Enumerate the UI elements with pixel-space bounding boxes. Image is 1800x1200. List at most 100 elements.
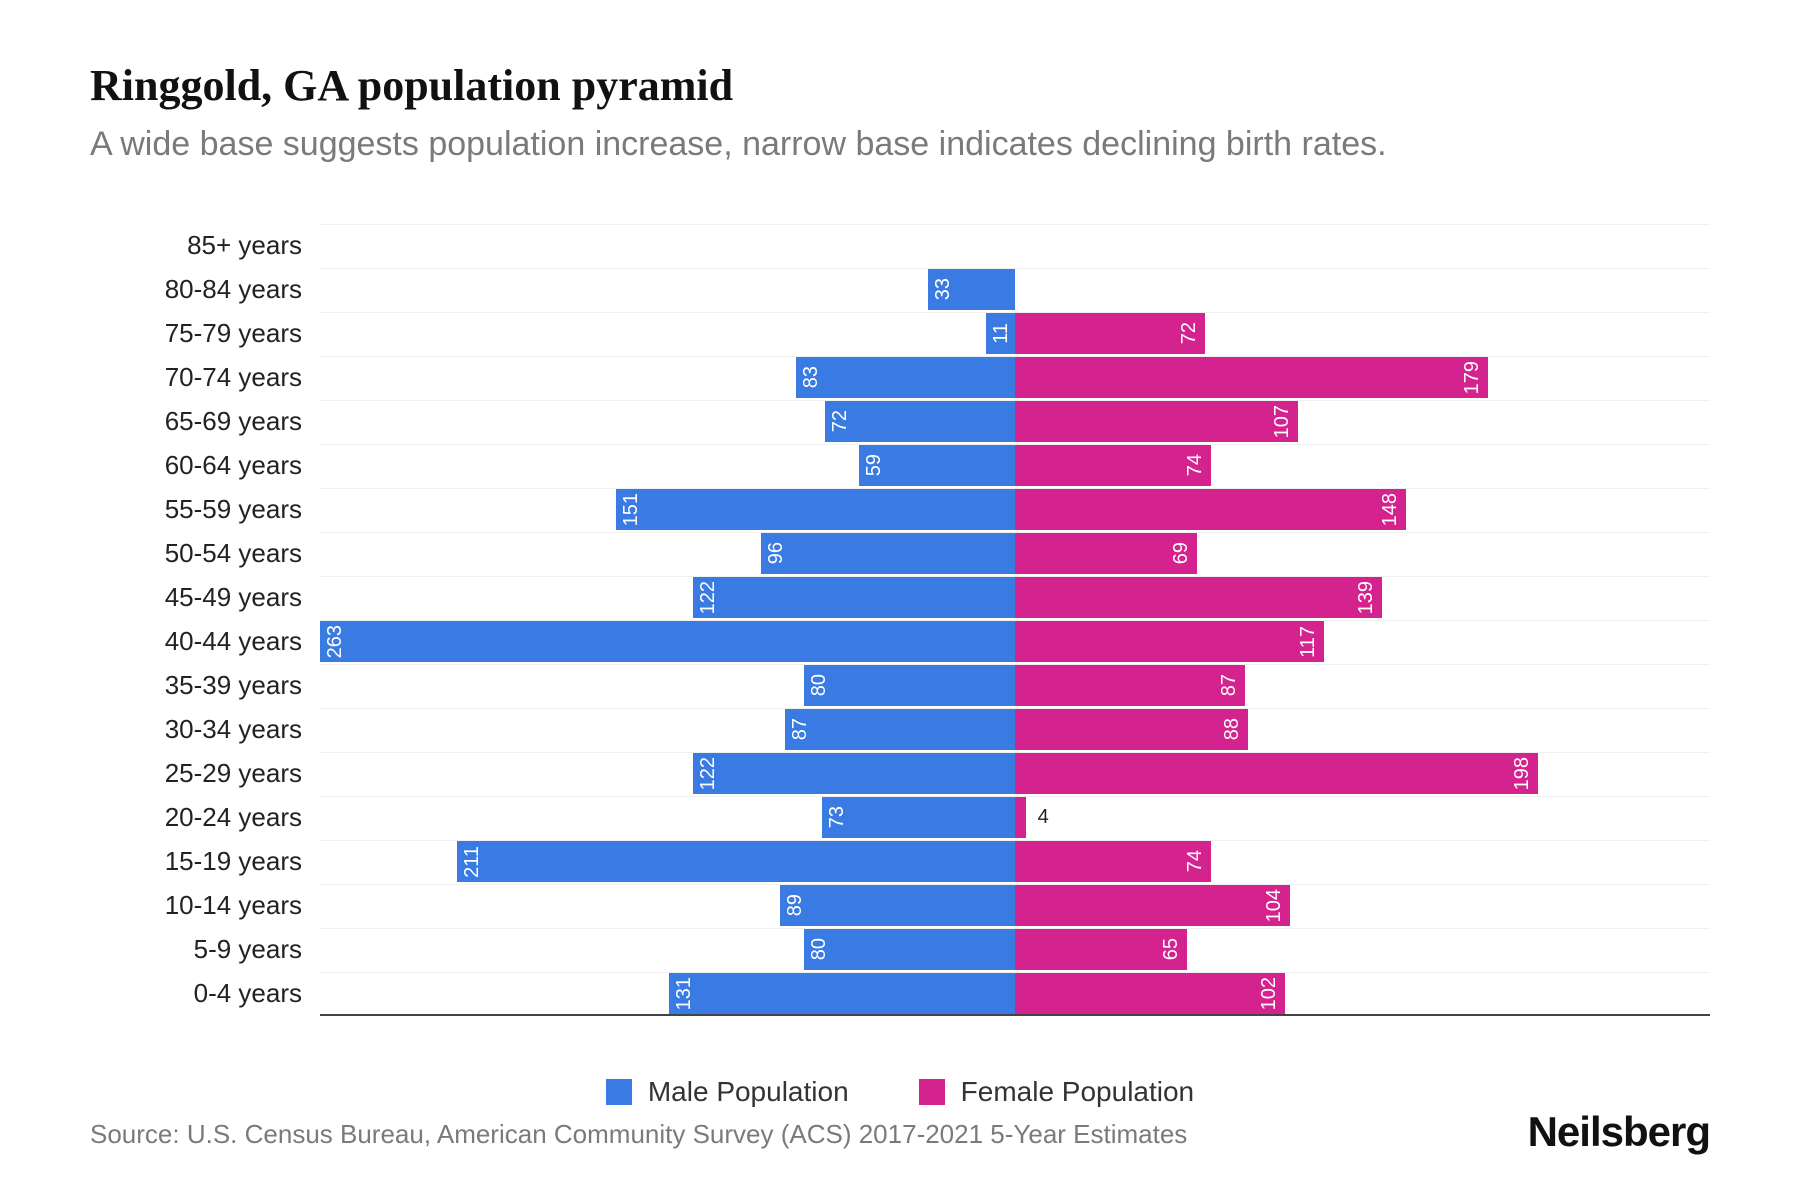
- bar-pair: 59 74: [320, 444, 1710, 486]
- male-value: 73: [822, 806, 853, 828]
- female-bar: 74: [1015, 445, 1211, 486]
- bar-pair: 131 102: [320, 972, 1710, 1014]
- age-group-label: 0-4 years: [90, 978, 320, 1009]
- female-value: 72: [1174, 322, 1205, 344]
- pyramid-row: 35-39 years 80 87: [90, 664, 1710, 706]
- female-bar: 69: [1015, 533, 1197, 574]
- chart-title: Ringgold, GA population pyramid: [90, 60, 1710, 111]
- bar-pair: 122 198: [320, 752, 1710, 794]
- bar-pair: 96 69: [320, 532, 1710, 574]
- male-value: 87: [785, 718, 816, 740]
- age-group-label: 25-29 years: [90, 758, 320, 789]
- legend-swatch-female: [919, 1079, 945, 1105]
- age-group-label: 55-59 years: [90, 494, 320, 525]
- bar-pair: 89104: [320, 884, 1710, 926]
- pyramid-row: 80-84 years 33: [90, 268, 1710, 310]
- bar-pair: 263 117: [320, 620, 1710, 662]
- age-group-label: 35-39 years: [90, 670, 320, 701]
- male-value: 80: [804, 938, 835, 960]
- pyramid-row: 60-64 years 59 74: [90, 444, 1710, 486]
- age-group-label: 75-79 years: [90, 318, 320, 349]
- male-bar: 80: [804, 929, 1015, 970]
- age-group-label: 30-34 years: [90, 714, 320, 745]
- female-value: 102: [1254, 977, 1285, 1010]
- female-bar: 74: [1015, 841, 1211, 882]
- chart-subtitle: A wide base suggests population increase…: [90, 125, 1710, 164]
- female-value: 65: [1156, 938, 1187, 960]
- age-group-label: 50-54 years: [90, 538, 320, 569]
- female-value: 107: [1267, 405, 1298, 438]
- female-bar: 65: [1015, 929, 1187, 970]
- pyramid-row: 15-19 years21174: [90, 840, 1710, 882]
- pyramid-row: 0-4 years 131 102: [90, 972, 1710, 1014]
- male-value: 11: [986, 323, 1017, 344]
- male-bar: 122: [693, 577, 1015, 618]
- bar-pair: [320, 224, 1710, 266]
- male-bar: 131: [669, 973, 1015, 1014]
- legend-swatch-male: [606, 1079, 632, 1105]
- age-group-label: 80-84 years: [90, 274, 320, 305]
- male-bar: 11: [986, 313, 1015, 354]
- chart-container: Ringgold, GA population pyramid A wide b…: [0, 0, 1800, 1200]
- male-bar: 122: [693, 753, 1015, 794]
- female-bar: 117: [1015, 621, 1324, 662]
- pyramid-row: 65-69 years 72 107: [90, 400, 1710, 442]
- male-bar: 72: [825, 401, 1015, 442]
- female-value: 88: [1217, 718, 1248, 740]
- pyramid-row: 85+ years: [90, 224, 1710, 266]
- age-group-label: 65-69 years: [90, 406, 320, 437]
- pyramid-row: 50-54 years 96 69: [90, 532, 1710, 574]
- bar-pair: 87 88: [320, 708, 1710, 750]
- female-value: 87: [1214, 674, 1245, 696]
- bar-pair: 33: [320, 268, 1710, 310]
- female-value: 148: [1375, 493, 1406, 526]
- male-value: 263: [320, 625, 351, 658]
- bar-pair: 122 139: [320, 576, 1710, 618]
- male-value: 83: [796, 366, 827, 388]
- legend-label-male: Male Population: [648, 1076, 849, 1108]
- female-bar: 104: [1015, 885, 1290, 926]
- male-value: 96: [761, 542, 792, 564]
- legend-item-female: Female Population: [919, 1076, 1194, 1108]
- male-value: 122: [693, 757, 724, 790]
- pyramid-row: 30-34 years 87 88: [90, 708, 1710, 750]
- male-value: 131: [669, 977, 700, 1010]
- legend-label-female: Female Population: [961, 1076, 1194, 1108]
- female-value: 69: [1166, 542, 1197, 564]
- pyramid-row: 40-44 years263 117: [90, 620, 1710, 662]
- female-value: 179: [1457, 361, 1488, 394]
- age-group-label: 70-74 years: [90, 362, 320, 393]
- female-bar: 102: [1015, 973, 1285, 1014]
- male-bar: 211: [457, 841, 1015, 882]
- source-text: Source: U.S. Census Bureau, American Com…: [90, 1119, 1187, 1150]
- brand-logo: Neilsberg: [1528, 1108, 1710, 1156]
- female-bar: 139: [1015, 577, 1382, 618]
- age-group-label: 60-64 years: [90, 450, 320, 481]
- pyramid-row: 45-49 years 122 139: [90, 576, 1710, 618]
- female-value: 104: [1259, 889, 1290, 922]
- male-value: 122: [693, 581, 724, 614]
- age-group-label: 40-44 years: [90, 626, 320, 657]
- female-bar: 148: [1015, 489, 1406, 530]
- female-value: 74: [1180, 850, 1211, 872]
- male-value: 59: [859, 454, 890, 476]
- bar-pair: 11 72: [320, 312, 1710, 354]
- female-bar: 4: [1015, 797, 1026, 838]
- male-bar: 96: [761, 533, 1015, 574]
- male-bar: 59: [859, 445, 1015, 486]
- age-group-label: 45-49 years: [90, 582, 320, 613]
- female-value: 74: [1180, 454, 1211, 476]
- bar-pair: 80 87: [320, 664, 1710, 706]
- male-bar: 80: [804, 665, 1015, 706]
- male-bar: 87: [785, 709, 1015, 750]
- age-group-label: 85+ years: [90, 230, 320, 261]
- legend-item-male: Male Population: [606, 1076, 849, 1108]
- male-bar: 73: [822, 797, 1015, 838]
- male-bar: 33: [928, 269, 1015, 310]
- pyramid-row: 5-9 years8065: [90, 928, 1710, 970]
- female-bar: 87: [1015, 665, 1245, 706]
- female-value: 198: [1507, 757, 1538, 790]
- pyramid-row: 25-29 years 122 198: [90, 752, 1710, 794]
- bar-pair: 211 74: [320, 840, 1710, 882]
- bar-pair: 151148: [320, 488, 1710, 530]
